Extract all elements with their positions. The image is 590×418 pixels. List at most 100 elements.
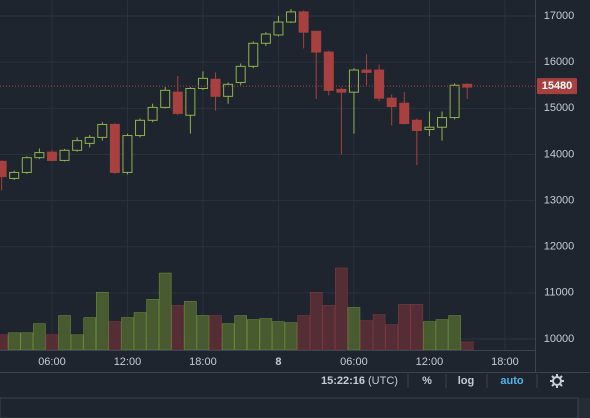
candle-body (9, 171, 20, 179)
volume-bar (372, 314, 386, 351)
candle-body (197, 77, 208, 89)
volume-bar (397, 304, 411, 351)
volume-bar (435, 319, 449, 351)
volume-bar (95, 291, 109, 351)
volume-bar (0, 334, 8, 351)
volume-bar (171, 305, 185, 351)
candle-body (374, 69, 385, 99)
y-tick-label: 13000 (544, 194, 575, 206)
settings-button[interactable] (550, 374, 564, 388)
y-tick-label: 11000 (544, 287, 574, 299)
candle-body (59, 149, 70, 161)
volume-bar (347, 307, 361, 351)
x-tick-label: 12:00 (114, 356, 142, 368)
volume-bar (309, 291, 323, 351)
volume-bar (121, 317, 134, 351)
volume-layer (0, 267, 474, 351)
volume-bar (246, 319, 260, 351)
timezone: (UTC) (368, 375, 398, 387)
candle-body (223, 83, 234, 97)
volume-bar (209, 315, 222, 351)
candle-body (424, 126, 435, 131)
percent-button[interactable]: % (422, 375, 432, 387)
candle-body (210, 78, 221, 97)
candle-body (399, 102, 410, 125)
volume-bar (259, 318, 273, 351)
volume-bar (158, 272, 172, 351)
volume-bar (322, 305, 336, 351)
volume-bar (58, 315, 71, 351)
volume-bar (335, 267, 348, 351)
volume-bar (196, 315, 210, 351)
log-button[interactable]: log (458, 375, 475, 387)
candle-body (437, 117, 448, 128)
candle-body (97, 123, 108, 138)
x-tick-label: 06:00 (340, 356, 368, 368)
volume-bar (7, 332, 21, 351)
candle-body (248, 42, 259, 67)
candle-body (135, 119, 146, 137)
volume-bar (385, 324, 398, 351)
candle-body (122, 135, 133, 173)
volume-bar (133, 312, 147, 351)
x-tick-label: 06:00 (38, 356, 66, 368)
volume-bar (272, 321, 285, 351)
candle-body (0, 160, 7, 178)
grid (0, 0, 535, 350)
candle-body (109, 123, 120, 173)
volume-bar (45, 334, 59, 351)
candle-body (449, 84, 460, 119)
volume-bar (70, 334, 84, 351)
candle-body (273, 21, 284, 36)
x-tick-label: 18:00 (189, 356, 217, 368)
candle-body (386, 97, 397, 107)
candle-body (361, 69, 372, 73)
candle-body (323, 51, 334, 91)
candle-body (160, 89, 171, 108)
volume-bar (83, 317, 97, 351)
candle-body (298, 11, 309, 33)
x-tick-label: 18:00 (491, 356, 519, 368)
candle-body (348, 69, 359, 93)
candle-body (462, 83, 473, 88)
candle-body (235, 65, 246, 83)
volume-bar (460, 341, 474, 351)
candle-body (336, 88, 347, 93)
volume-bar (146, 299, 159, 351)
volume-bar (284, 322, 298, 351)
candle-body (260, 33, 271, 44)
axes: 10000 11000 12000 13000 14000 15000 16000 17000… (38, 10, 577, 368)
candle-body (21, 157, 32, 173)
last-price-tag (537, 78, 577, 95)
candle-body (172, 91, 183, 114)
volume-bar (33, 323, 46, 351)
x-tick-label: 8 (275, 356, 281, 368)
volume-bar (297, 315, 310, 351)
candle-body (311, 30, 322, 53)
y-tick-label: 14000 (544, 148, 575, 160)
clock-time: 15:22:16 (321, 375, 365, 387)
candle-body (84, 136, 95, 144)
volume-bar (448, 315, 461, 351)
auto-button[interactable]: auto (500, 375, 524, 387)
volume-bar (234, 315, 247, 351)
candle-body (286, 11, 297, 23)
volume-bar (221, 323, 235, 351)
candle-body (147, 106, 158, 121)
y-tick-label: 15000 (544, 102, 575, 114)
bottom-panel-inner (0, 397, 579, 418)
volume-bar (410, 304, 424, 351)
candle-body (72, 140, 83, 151)
candle-body (185, 87, 196, 116)
volume-bar (360, 320, 373, 351)
x-tick-label: 12:00 (416, 356, 444, 368)
last-price-label: 15480 (542, 80, 573, 92)
candle-body (411, 119, 422, 131)
volume-bar (423, 321, 436, 351)
candle-body (46, 151, 57, 161)
volume-bar (184, 301, 197, 351)
y-tick-label: 16000 (544, 56, 575, 68)
volume-bar (20, 332, 34, 351)
